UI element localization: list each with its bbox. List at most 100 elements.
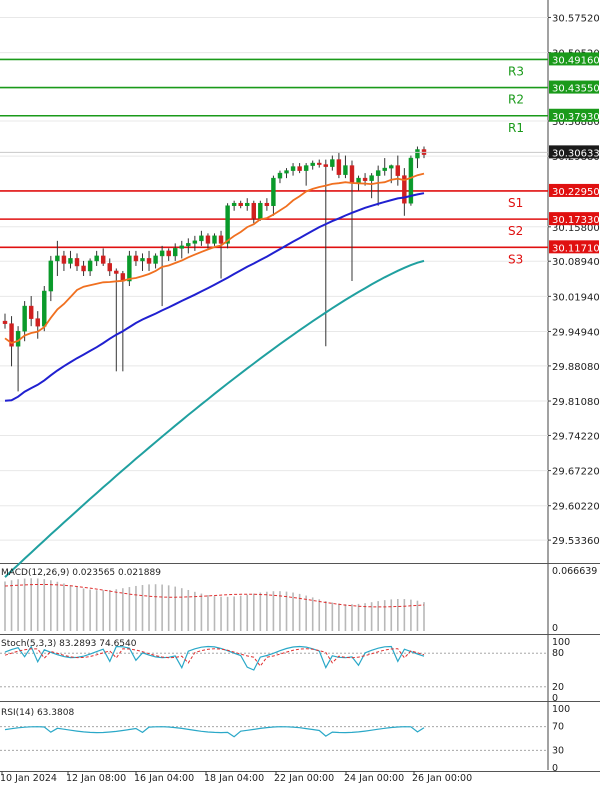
candle-body [251, 202, 256, 219]
candle [349, 160, 355, 281]
candle-body [199, 235, 204, 242]
macd-tick-label: 0 [552, 623, 558, 634]
rsi-tick-label: 30 [552, 745, 564, 756]
candle [2, 313, 8, 329]
stoch-label: Stoch(5,3,3) 83.2893 74.6540 [1, 639, 137, 649]
candle [107, 258, 112, 276]
stoch-tick-label: 0 [552, 693, 558, 704]
candle [114, 268, 119, 372]
candle-body [218, 235, 224, 244]
candle [127, 250, 132, 287]
price-tick-label: 30.57520 [552, 13, 600, 24]
candle-body [74, 258, 80, 267]
stoch-tick-label: 20 [552, 682, 564, 693]
macd-tick-label: 0.066639 [552, 566, 597, 577]
price-tick-label: 29.88080 [552, 362, 600, 373]
candle-body [68, 258, 73, 264]
last-price-tag [549, 145, 599, 159]
price-tick-label: 29.94940 [552, 327, 600, 338]
level-price-label: 30.17330 [552, 215, 600, 226]
stoch-d-line [4, 648, 425, 667]
candle [179, 240, 184, 259]
level-price-tag [549, 212, 599, 226]
ma-slow-line [4, 259, 425, 578]
price-tick-label: 29.81080 [552, 397, 600, 408]
rsi-line [4, 726, 425, 738]
x-tick-label: 22 Jan 00:00 [274, 773, 334, 784]
level-price-tag [549, 240, 599, 254]
candle [303, 163, 309, 186]
candle-body [297, 166, 302, 171]
level-price-tag [549, 183, 599, 197]
price-tick-label: 29.74220 [552, 431, 600, 442]
candle-body [212, 235, 217, 244]
price-tick-label: 29.67220 [552, 467, 600, 478]
candle [251, 200, 256, 224]
candle [382, 158, 387, 176]
price-tick-label: 30.15800 [552, 223, 600, 234]
rsi-tick-label: 0 [552, 763, 558, 774]
ma-fast-line [4, 172, 425, 344]
candle-body [258, 202, 263, 219]
candle-body [375, 170, 381, 176]
candle-body [205, 235, 211, 244]
candle-body [284, 170, 289, 174]
level-price-label: 30.22950 [552, 187, 600, 198]
candle-body [415, 149, 420, 159]
stoch-k-line [4, 645, 425, 671]
candle-body [238, 202, 243, 206]
candle [186, 238, 191, 254]
candle-body [22, 305, 27, 332]
candle-body [225, 205, 230, 244]
level-name-r3: R3 [508, 64, 524, 78]
x-tick-label: 24 Jan 00:00 [344, 773, 404, 784]
candle-body [330, 159, 335, 167]
candle-body [114, 270, 119, 274]
price-tick-label: 30.01940 [552, 292, 600, 303]
candle [375, 165, 381, 206]
level-price-tag [549, 52, 599, 66]
candle-body [290, 166, 296, 171]
candle [192, 235, 198, 251]
candle [258, 200, 263, 221]
x-tick-label: 10 Jan 2024 [0, 773, 57, 784]
candle [81, 260, 86, 276]
candle [231, 200, 237, 211]
price-tick-label: 30.36880 [552, 117, 600, 128]
candle-body [362, 177, 368, 181]
rsi-label: RSI(14) 63.3808 [1, 708, 74, 718]
macd-label: MACD(12,26,9) 0.023565 0.021889 [1, 568, 161, 578]
candle [297, 163, 302, 174]
candle [395, 155, 401, 186]
candle [218, 230, 224, 279]
candle-body [310, 162, 315, 166]
candle-body [343, 165, 348, 175]
candle-body [61, 255, 67, 264]
candle-body [127, 255, 132, 282]
candle-body [277, 172, 283, 179]
candle [35, 311, 40, 339]
candle-body [271, 177, 276, 206]
price-tick-label: 30.08940 [552, 257, 600, 268]
level-price-label: 30.49160 [552, 55, 600, 66]
candle [245, 198, 250, 211]
candle [310, 160, 315, 170]
candle-body [245, 202, 250, 206]
candle [133, 250, 139, 266]
candle-body [100, 255, 106, 264]
candle-body [153, 255, 158, 264]
candle-body [389, 165, 394, 169]
ma-mid-line [4, 192, 425, 402]
candle [402, 168, 407, 216]
candle-body [173, 248, 178, 257]
candles-group [2, 146, 427, 392]
stoch-tick-label: 100 [552, 637, 570, 648]
candle-body [395, 165, 401, 176]
candle [415, 146, 420, 169]
candle [238, 200, 243, 209]
level-name-r2: R2 [508, 93, 524, 107]
level-price-tag [549, 108, 599, 122]
candle [140, 253, 145, 271]
